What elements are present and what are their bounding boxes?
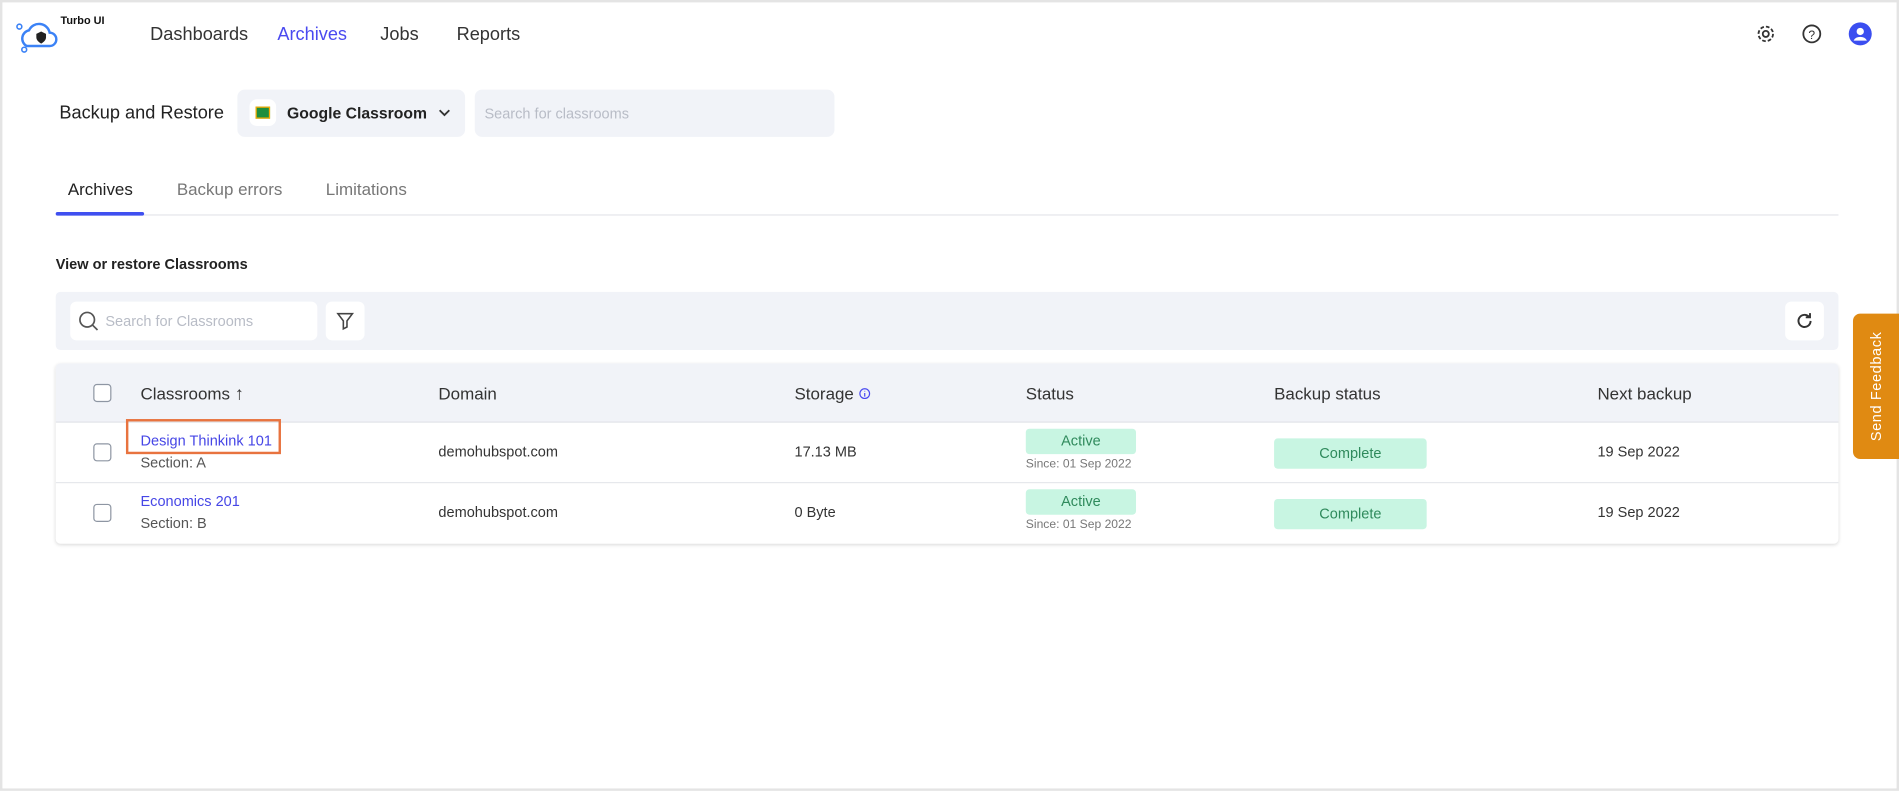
tab-backup-errors[interactable]: Backup errors bbox=[176, 179, 283, 199]
column-storage: Storage bbox=[794, 384, 871, 403]
tab-divider bbox=[55, 214, 1839, 216]
status-badge: Active bbox=[1025, 489, 1137, 515]
select-all-checkbox[interactable] bbox=[93, 383, 112, 403]
nav-archives[interactable]: Archives bbox=[277, 24, 348, 45]
highlight-box bbox=[125, 419, 281, 455]
classrooms-table: Classrooms ↑ Domain Storage Status Backu… bbox=[55, 363, 1839, 544]
storage: 0 Byte bbox=[794, 503, 836, 521]
search-icon bbox=[79, 311, 99, 331]
table-toolbar bbox=[55, 291, 1839, 351]
refresh-icon bbox=[1797, 313, 1812, 328]
row-checkbox[interactable] bbox=[93, 443, 112, 462]
tab-archives[interactable]: Archives bbox=[67, 179, 133, 199]
tab-limitations[interactable]: Limitations bbox=[325, 179, 407, 199]
nav-jobs[interactable]: Jobs bbox=[380, 24, 419, 45]
app-name: Turbo UI bbox=[60, 14, 105, 27]
classroom-section: Section: A bbox=[140, 454, 206, 472]
column-classrooms[interactable]: Classrooms ↑ bbox=[140, 383, 244, 405]
classroom-search-input[interactable] bbox=[474, 89, 835, 137]
table-header: Classrooms ↑ Domain Storage Status Backu… bbox=[55, 363, 1839, 423]
section-title: View or restore Classrooms bbox=[55, 255, 248, 273]
classroom-link[interactable]: Economics 201 bbox=[140, 492, 240, 510]
svg-text:?: ? bbox=[1808, 28, 1815, 42]
backup-status-badge: Complete bbox=[1274, 438, 1427, 469]
chevron-down-icon bbox=[438, 109, 450, 117]
logo-icon bbox=[16, 22, 58, 53]
status-since: Since: 01 Sep 2022 bbox=[1025, 457, 1132, 472]
next-backup: 19 Sep 2022 bbox=[1597, 443, 1680, 461]
table-search-input[interactable] bbox=[70, 301, 318, 341]
refresh-button[interactable] bbox=[1785, 301, 1824, 341]
source-select-value: Google Classroom bbox=[287, 104, 428, 123]
domain: demohubspot.com bbox=[438, 443, 558, 461]
column-domain: Domain bbox=[438, 383, 497, 404]
classroom-link[interactable]: Design Thinkink 101 bbox=[140, 432, 272, 450]
help-icon[interactable]: ? bbox=[1800, 22, 1824, 46]
column-backup-status: Backup status bbox=[1274, 383, 1381, 404]
filter-icon bbox=[336, 312, 355, 331]
google-classroom-icon bbox=[249, 99, 277, 126]
status-badge: Active bbox=[1025, 428, 1137, 455]
table-row: Design Thinkink 101 Section: A demohubsp… bbox=[55, 421, 1839, 484]
send-feedback-button[interactable]: Send Feedback bbox=[1852, 313, 1899, 460]
active-tab-indicator bbox=[55, 211, 145, 216]
sort-ascending-icon: ↑ bbox=[234, 383, 244, 405]
row-checkbox[interactable] bbox=[93, 503, 112, 522]
status-since: Since: 01 Sep 2022 bbox=[1025, 518, 1132, 532]
next-backup: 19 Sep 2022 bbox=[1597, 503, 1680, 521]
column-next-backup: Next backup bbox=[1597, 383, 1692, 404]
info-icon[interactable] bbox=[859, 388, 871, 400]
table-row: Economics 201 Section: B demohubspot.com… bbox=[56, 482, 1839, 543]
storage: 17.13 MB bbox=[794, 443, 857, 461]
nav-dashboards[interactable]: Dashboards bbox=[150, 24, 249, 45]
nav-reports[interactable]: Reports bbox=[456, 24, 521, 45]
user-avatar-icon[interactable] bbox=[1848, 22, 1872, 46]
gear-icon[interactable] bbox=[1754, 22, 1778, 46]
page-title: Backup and Restore bbox=[59, 102, 224, 124]
source-select[interactable]: Google Classroom bbox=[237, 89, 466, 137]
domain: demohubspot.com bbox=[438, 503, 558, 521]
filter-button[interactable] bbox=[325, 301, 365, 341]
column-status: Status bbox=[1025, 383, 1074, 404]
backup-status-badge: Complete bbox=[1274, 498, 1427, 530]
classroom-section: Section: B bbox=[140, 514, 207, 532]
